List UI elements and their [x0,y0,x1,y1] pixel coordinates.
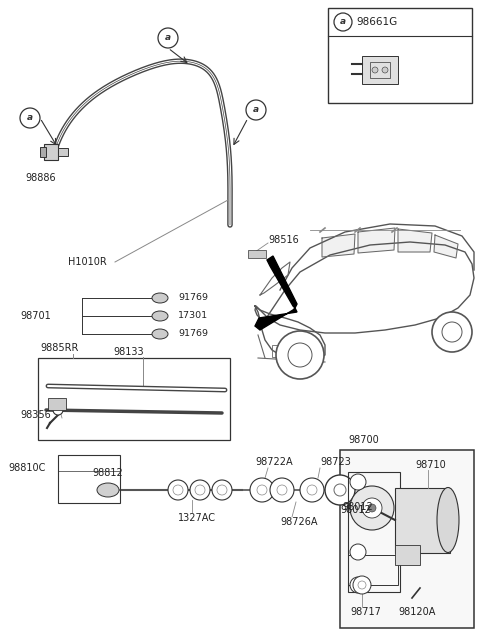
Bar [40,147,46,157]
Text: 98012: 98012 [340,505,371,515]
Bar [272,345,307,357]
Circle shape [350,474,366,490]
Text: a: a [27,113,33,123]
Circle shape [350,577,366,593]
Ellipse shape [152,329,168,339]
Text: 91769: 91769 [178,293,208,303]
Polygon shape [322,234,355,257]
Text: 91769: 91769 [178,329,208,338]
Bar [370,62,390,78]
Text: 98120A: 98120A [398,607,435,617]
Bar [348,555,398,585]
Polygon shape [434,235,458,258]
Text: a: a [340,18,346,27]
Text: 98717: 98717 [350,607,381,617]
Ellipse shape [437,488,459,553]
Circle shape [368,504,376,512]
Circle shape [168,480,188,500]
Text: a: a [253,106,259,114]
Circle shape [334,13,352,31]
Polygon shape [398,229,432,252]
Bar [44,144,58,160]
Text: 98701: 98701 [20,311,51,321]
Text: 98723: 98723 [320,457,351,467]
Text: 98700: 98700 [348,435,379,445]
Polygon shape [255,308,297,330]
Text: 98356: 98356 [20,410,51,420]
Bar [395,545,420,565]
Text: 98886: 98886 [25,173,56,183]
Circle shape [158,28,178,48]
Bar [48,398,66,410]
Circle shape [372,67,378,73]
Circle shape [362,498,382,518]
Circle shape [353,576,371,594]
Circle shape [190,480,210,500]
Text: 17301: 17301 [178,312,208,321]
Bar [328,8,472,103]
Bar [362,56,398,84]
Text: 98516: 98516 [268,235,299,245]
Bar [340,450,474,628]
Polygon shape [358,228,395,253]
Bar [38,358,230,440]
Circle shape [246,100,266,120]
Text: 1327AC: 1327AC [178,513,216,523]
Text: 98661G: 98661G [356,17,397,27]
Polygon shape [267,256,297,308]
Circle shape [432,312,472,352]
Circle shape [270,478,294,502]
Circle shape [325,475,355,505]
Text: 9885RR: 9885RR [40,343,78,353]
Text: 98012: 98012 [342,502,373,512]
Circle shape [300,478,324,502]
Bar [58,148,68,156]
Circle shape [212,480,232,500]
Text: a: a [165,34,171,43]
Circle shape [20,108,40,128]
Circle shape [250,478,274,502]
Text: 98710: 98710 [415,460,446,470]
Ellipse shape [97,483,119,497]
Text: 98812: 98812 [92,468,123,478]
Ellipse shape [152,311,168,321]
Bar [348,472,400,592]
Bar [395,488,450,553]
Circle shape [350,486,394,530]
Circle shape [350,544,366,560]
Circle shape [53,405,63,415]
Circle shape [276,331,324,379]
Bar [58,455,120,503]
Text: 98810C: 98810C [8,463,46,473]
Bar [248,250,266,258]
Ellipse shape [152,293,168,303]
Text: 98133: 98133 [113,347,144,357]
Text: H1010R: H1010R [68,257,107,267]
Text: 98726A: 98726A [280,517,317,527]
Circle shape [382,67,388,73]
Text: 98722A: 98722A [255,457,293,467]
